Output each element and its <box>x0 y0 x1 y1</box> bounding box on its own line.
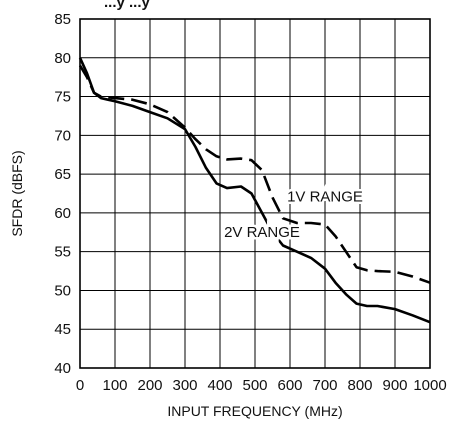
chart-title-partial: ...y ...y <box>104 0 151 11</box>
y-tick-label-65: 65 <box>54 166 71 183</box>
y-tick-label-85: 85 <box>54 11 71 28</box>
series-line-1v-range <box>78 64 431 284</box>
x-tick-label-900: 900 <box>382 377 407 394</box>
x-tick-label-700: 700 <box>312 377 337 394</box>
x-tick-label-0: 0 <box>76 377 84 394</box>
y-tick-label-45: 45 <box>54 321 71 338</box>
y-tick-labels: 40 45 50 55 60 65 70 75 80 85 <box>54 11 71 377</box>
series-line-2v-range <box>78 57 431 324</box>
plot-frame <box>79 18 431 369</box>
x-tick-label-300: 300 <box>172 377 197 394</box>
x-tick-label-1000: 1000 <box>413 377 446 394</box>
y-axis-label: SFDR (dBFS) <box>9 150 25 236</box>
series-annotations: 1V RANGE 2V RANGE <box>222 186 366 244</box>
x-tick-label-800: 800 <box>347 377 372 394</box>
y-tick-label-75: 75 <box>54 89 71 106</box>
x-tick-label-100: 100 <box>102 377 127 394</box>
y-tick-label-80: 80 <box>54 50 71 67</box>
x-tick-label-600: 600 <box>277 377 302 394</box>
chart-grid <box>79 18 431 369</box>
series-group <box>78 57 431 324</box>
x-tick-labels: 0 100 200 300 400 500 600 700 800 900 1000 <box>76 377 447 394</box>
y-tick-label-60: 60 <box>54 205 71 222</box>
annotation-2v-range: 2V RANGE <box>224 224 300 241</box>
x-tick-label-400: 400 <box>207 377 232 394</box>
x-tick-label-500: 500 <box>242 377 267 394</box>
x-tick-label-200: 200 <box>137 377 162 394</box>
y-tick-label-40: 40 <box>54 360 71 377</box>
y-tick-label-55: 55 <box>54 244 71 261</box>
y-tick-label-50: 50 <box>54 282 71 299</box>
x-axis-label: INPUT FREQUENCY (MHz) <box>167 403 342 419</box>
y-tick-label-70: 70 <box>54 127 71 144</box>
annotation-1v-range: 1V RANGE <box>287 188 363 205</box>
